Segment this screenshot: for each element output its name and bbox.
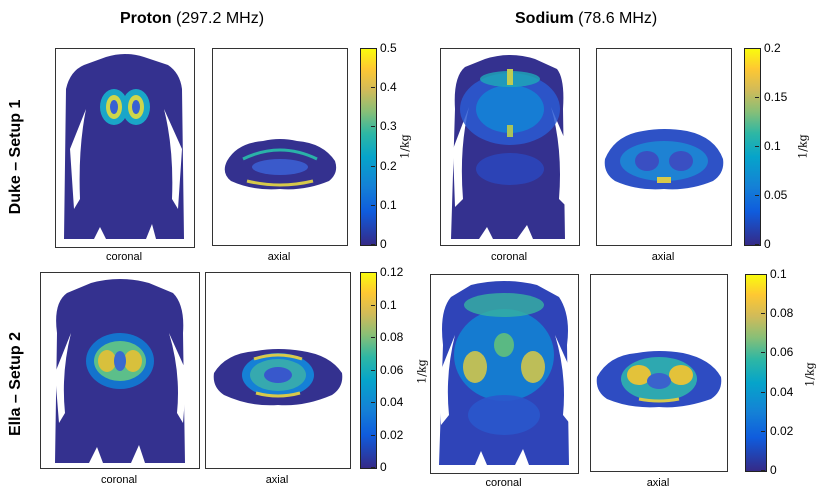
colorbar-tick-label: 0.1 xyxy=(380,297,397,312)
plot-duke-sodium-coronal xyxy=(440,48,580,246)
colorbar-tick-mark xyxy=(755,48,759,49)
colorbar-tick-label: 0.5 xyxy=(380,41,397,55)
plot-ella-sodium-axial xyxy=(590,274,728,472)
colorbar-tick-label: 0.04 xyxy=(380,395,404,409)
caption-axial: axial xyxy=(267,251,291,263)
row-label-ella: Ella – Setup 2 xyxy=(7,331,24,437)
caption-coronal: coronal xyxy=(485,477,522,489)
unit-label: 1/kg xyxy=(415,359,429,384)
colorbar-tick-mark xyxy=(755,244,759,245)
plot-duke-proton-axial xyxy=(212,48,348,246)
colorbar-tick-mark xyxy=(761,352,765,354)
colorbar-tick-mark xyxy=(371,165,375,167)
colorbar-tick-mark xyxy=(371,337,375,338)
unit-label: 1/kg xyxy=(796,134,810,159)
unit-label: 1/kg xyxy=(803,362,817,387)
coronal-body-map xyxy=(55,279,187,463)
axial-body-map xyxy=(224,139,337,190)
colorbar-ella-sodium xyxy=(745,274,767,472)
coronal-body-map xyxy=(451,55,569,239)
colorbar-tick-label: 0.08 xyxy=(380,330,404,344)
colorbar-tick-label: 0.05 xyxy=(764,188,788,202)
colorbar-tick-label: 0.04 xyxy=(770,384,794,399)
coronal-body-map xyxy=(64,54,184,239)
colorbar-tick-mark xyxy=(371,48,375,49)
colorbar-tick-label: 0.08 xyxy=(770,306,794,321)
plot-ella-sodium-coronal xyxy=(430,274,579,474)
colorbar-duke-proton xyxy=(360,48,377,246)
colorbar-ella-proton xyxy=(360,272,377,469)
header-sodium: Sodium (78.6 MHz) xyxy=(515,10,658,27)
caption-coronal: coronal xyxy=(490,251,528,263)
caption-coronal: coronal xyxy=(105,251,143,263)
colorbar-tick-mark xyxy=(755,146,759,147)
row-label-duke: Duke – Setup 1 xyxy=(7,99,24,215)
colorbar-tick-label: 0.1 xyxy=(770,267,787,281)
colorbar-tick-mark xyxy=(761,313,765,315)
colorbar-tick-mark xyxy=(371,87,375,89)
colorbar-tick-mark xyxy=(761,470,765,471)
axial-body-map xyxy=(596,351,722,408)
plot-duke-sodium-axial xyxy=(596,48,732,246)
colorbar-tick-mark xyxy=(371,244,375,245)
caption-axial: axial xyxy=(651,251,675,263)
colorbar-tick-mark xyxy=(371,467,375,468)
plot-ella-proton-axial xyxy=(205,272,351,469)
axial-body-map xyxy=(604,129,724,190)
plot-duke-proton-coronal xyxy=(55,48,195,248)
colorbar-tick-mark xyxy=(371,369,375,371)
colorbar-tick-label: 0 xyxy=(380,460,387,474)
caption-coronal: coronal xyxy=(100,474,138,486)
axial-body-map xyxy=(213,349,343,406)
colorbar-tick-mark xyxy=(755,97,759,98)
colorbar-tick-mark xyxy=(371,272,375,273)
colorbar-tick-label: 0.06 xyxy=(380,362,404,377)
colorbar-tick-label: 0.2 xyxy=(764,41,781,55)
unit-label: 1/kg xyxy=(398,134,412,159)
colorbar-tick-label: 0 xyxy=(380,237,387,251)
colorbar-tick-mark xyxy=(371,126,375,128)
colorbar-tick-label: 0.4 xyxy=(380,80,397,95)
colorbar-tick-mark xyxy=(761,274,765,275)
colorbar-tick-mark xyxy=(371,434,375,436)
colorbar-tick-mark xyxy=(755,195,759,196)
colorbar-tick-label: 0.3 xyxy=(380,119,397,134)
colorbar-tick-label: 0.12 xyxy=(380,265,404,279)
colorbar-tick-label: 0.02 xyxy=(380,427,404,442)
colorbar-tick-label: 0.1 xyxy=(380,197,397,212)
colorbar-tick-label: 0.1 xyxy=(764,139,781,153)
colorbar-tick-mark xyxy=(371,204,375,206)
colorbar-duke-sodium xyxy=(744,48,761,246)
caption-axial: axial xyxy=(646,477,670,489)
colorbar-tick-mark xyxy=(371,402,375,403)
coronal-body-map xyxy=(439,281,573,465)
colorbar-tick-label: 0 xyxy=(770,463,777,477)
caption-axial: axial xyxy=(265,474,289,486)
colorbar-tick-label: 0.02 xyxy=(770,423,794,438)
colorbar-tick-label: 0.15 xyxy=(764,90,788,104)
colorbar-tick-label: 0.06 xyxy=(770,345,794,360)
colorbar-tick-label: 0.2 xyxy=(380,158,397,173)
header-proton: Proton (297.2 MHz) xyxy=(120,10,265,27)
colorbar-tick-mark xyxy=(761,430,765,432)
colorbar-tick-label: 0 xyxy=(764,237,771,251)
colorbar-tick-mark xyxy=(371,304,375,306)
plot-ella-proton-coronal xyxy=(40,272,200,469)
colorbar-tick-mark xyxy=(761,391,765,393)
